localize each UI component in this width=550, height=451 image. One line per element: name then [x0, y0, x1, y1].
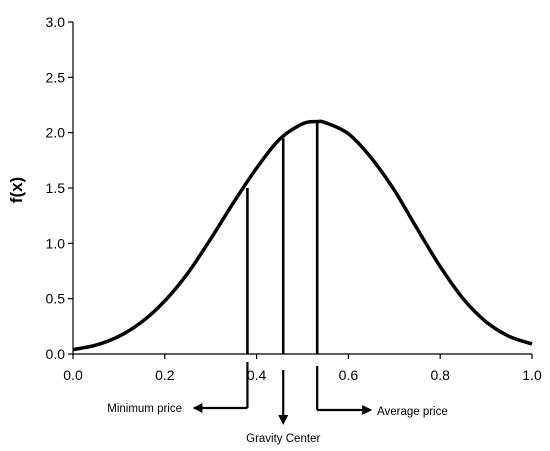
y-tick-label: 1.5: [46, 180, 66, 196]
x-tick-label: 1.0: [522, 367, 542, 383]
marker-right: Average price: [315, 121, 448, 418]
density-curve: [72, 119, 533, 352]
y-tick-label: 0.0: [46, 346, 66, 362]
marker-label: Gravity Center: [246, 433, 320, 445]
y-tick-label: 2.0: [46, 125, 66, 141]
y-tick-label: 0.5: [46, 291, 66, 307]
x-tick-label: 0.2: [155, 367, 175, 383]
y-tick-label: 3.0: [46, 14, 66, 30]
curve-layer: [72, 119, 533, 352]
y-tick-label: 1.0: [46, 235, 66, 251]
marker-down: Gravity Center: [246, 138, 320, 445]
markers-layer: Minimum price Gravity Center Average price: [107, 121, 448, 445]
y-tick-label: 2.5: [46, 69, 66, 85]
marker-label: Minimum price: [107, 403, 182, 415]
y-axis-label: f(x): [7, 177, 26, 203]
x-tick-label: 0.6: [339, 367, 359, 383]
x-tick-label: 0.8: [430, 367, 450, 383]
x-tick-label: 0.0: [63, 367, 83, 383]
x-tick-label: 0.4: [247, 367, 267, 383]
marker-left: Minimum price: [107, 188, 249, 415]
marker-label: Average price: [377, 406, 448, 418]
axes: 0.0 0.5 1.0 1.5 2.0 2.5 3.0 0.0 0.2 0.4 0.6 0.8 1.0: [46, 14, 542, 383]
